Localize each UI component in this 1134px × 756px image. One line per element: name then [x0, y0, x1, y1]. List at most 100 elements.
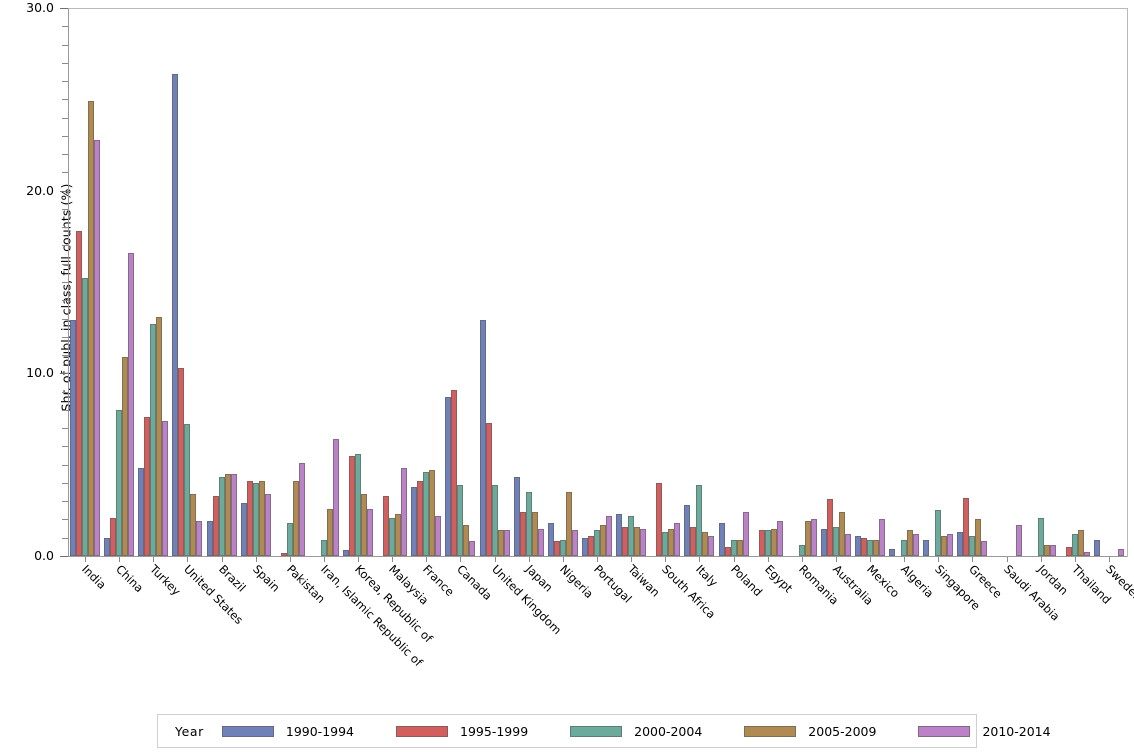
bar-group [992, 8, 1022, 556]
bar [218, 477, 225, 556]
bar-group [855, 8, 886, 556]
bar [758, 530, 765, 556]
bar [224, 473, 231, 556]
bar [76, 230, 83, 556]
bar [804, 521, 811, 556]
x-tick [119, 557, 121, 562]
y-tick-minor [62, 26, 68, 28]
bar [935, 510, 942, 556]
y-tick-minor [62, 172, 68, 174]
bar [606, 515, 612, 556]
legend-item[interactable]: 1995-1999 [396, 724, 570, 739]
bar [656, 482, 663, 556]
bar [383, 495, 390, 556]
bar [969, 535, 976, 556]
bar [1065, 546, 1072, 556]
bar [1077, 530, 1084, 556]
bar [736, 539, 743, 556]
bar-group [70, 8, 101, 556]
bar [258, 481, 265, 556]
bar [1049, 545, 1056, 556]
bar [246, 481, 253, 556]
bar [116, 409, 123, 556]
bar [457, 484, 464, 556]
bar [588, 535, 594, 556]
bar [616, 514, 623, 556]
bar [401, 468, 408, 556]
bar-group [718, 8, 749, 556]
y-tick-minor [62, 282, 68, 283]
legend: Year 1990-1994 1995-1999 2000-2004 2005-200… [157, 714, 1051, 748]
bar [634, 526, 641, 556]
x-axis-tick-label: Poland [727, 562, 765, 600]
bar [429, 470, 436, 556]
bar-group [309, 8, 339, 556]
bar-group [172, 8, 203, 556]
bar [355, 453, 362, 556]
x-tick [699, 557, 701, 562]
legend-item[interactable]: 1990-1994 [221, 723, 396, 739]
y-tick-minor [62, 482, 68, 484]
bar-group [957, 8, 988, 556]
bar [389, 517, 396, 556]
bar [286, 523, 293, 556]
bar-group [753, 8, 783, 556]
bar [867, 539, 874, 556]
y-tick-minor [62, 300, 68, 302]
y-tick-label: 0.0 [34, 548, 54, 563]
bar-group [650, 8, 681, 556]
legend-label: 1990-1994 [285, 723, 355, 739]
bar [1083, 552, 1090, 556]
bar [280, 553, 287, 556]
bar [571, 530, 578, 556]
bar-group [787, 8, 817, 556]
x-tick [1108, 557, 1110, 562]
legend-item[interactable]: 2005-2009 [744, 724, 918, 739]
bar [684, 504, 691, 556]
bar [594, 530, 600, 556]
bar [889, 548, 896, 556]
bar-group [343, 8, 374, 556]
bar [764, 530, 771, 556]
x-axis-tick-label: India [79, 562, 110, 592]
legend-item[interactable]: 2000-2004 [570, 724, 744, 739]
bar [941, 535, 948, 556]
y-tick-minor [62, 409, 68, 411]
bar [981, 541, 988, 556]
x-tick [358, 557, 360, 562]
x-tick [562, 557, 564, 562]
bar [156, 316, 163, 556]
x-axis-tick-label: Algeria [898, 562, 937, 601]
x-tick [1040, 557, 1042, 562]
x-tick [631, 557, 633, 562]
bar [531, 512, 538, 556]
legend-label: 2010-2014 [982, 723, 1051, 739]
y-tick-minor [62, 464, 68, 466]
legend-label: 1995-1999 [460, 723, 529, 739]
x-tick [904, 557, 906, 562]
y-tick-minor [62, 117, 68, 119]
bar [196, 521, 203, 556]
legend-swatch [744, 725, 797, 737]
bar [810, 519, 817, 556]
bar [907, 530, 914, 556]
bar [565, 492, 572, 556]
bar [702, 532, 709, 556]
bar [861, 537, 868, 556]
x-tick [767, 557, 769, 562]
bar [479, 320, 486, 556]
bar [513, 477, 520, 556]
bar [172, 73, 179, 556]
bar [503, 530, 510, 556]
legend-swatch [918, 725, 971, 737]
bar [206, 521, 213, 556]
bar [947, 534, 954, 556]
x-tick [870, 557, 872, 562]
bar-group [889, 8, 920, 556]
y-tick-minor [62, 446, 68, 448]
x-axis-line [68, 556, 1127, 557]
legend-item[interactable]: 2010-2014 [918, 724, 1092, 739]
bar [110, 517, 117, 556]
x-axis-tick-label: Nigeria [556, 562, 596, 602]
bar-group [206, 8, 237, 556]
